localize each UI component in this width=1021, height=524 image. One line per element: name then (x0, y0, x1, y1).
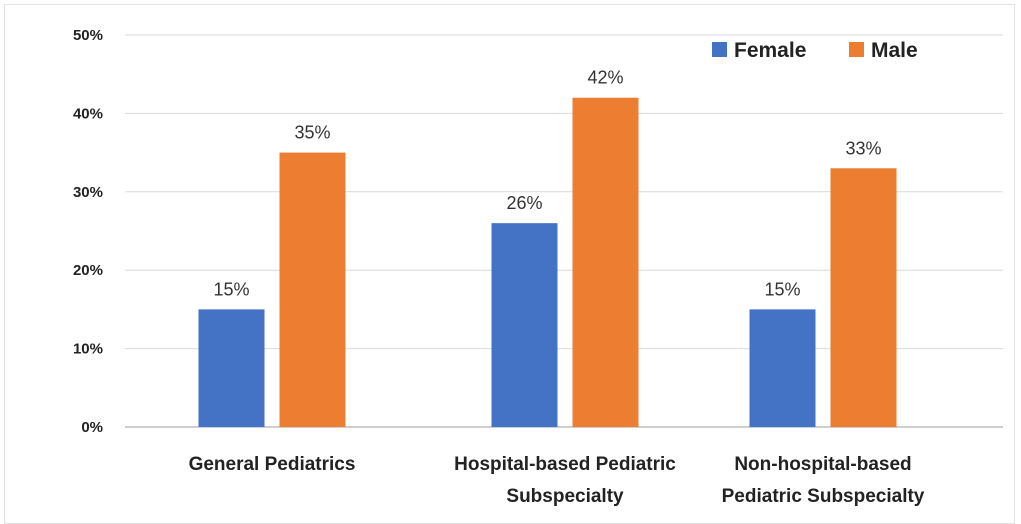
legend-swatch-male (849, 42, 864, 57)
legend: Female Male (712, 39, 918, 62)
y-tick-label: 20% (73, 262, 103, 279)
y-tick-label: 40% (73, 105, 103, 122)
x-category-label: Non-hospital-based Pediatric Subspecialty (722, 454, 925, 507)
bars (198, 97, 897, 427)
y-tick-label: 10% (73, 341, 103, 358)
bar-female-2 (749, 309, 816, 427)
data-label-male-1: 42% (587, 68, 623, 88)
bar-male-1 (572, 97, 639, 427)
bar-male-2 (830, 168, 897, 427)
y-tick-label: 30% (73, 184, 103, 201)
x-category-label: General Pediatrics (189, 454, 356, 475)
data-label-female-2: 15% (764, 279, 800, 299)
x-category-label: Hospital-based Pediatric Subspecialty (454, 454, 676, 507)
y-axis-ticks: 0% 10% 20% 30% 40% 50% (73, 27, 103, 436)
legend-label-female: Female (734, 39, 806, 62)
legend-swatch-female (712, 42, 727, 57)
data-label-male-0: 35% (294, 123, 330, 143)
y-tick-label: 50% (73, 27, 103, 44)
data-label-female-1: 26% (506, 193, 542, 213)
bar-female-0 (198, 309, 265, 427)
bar-female-1 (491, 223, 558, 427)
data-labels: 15% 26% 15% 35% 42% 33% (213, 68, 881, 300)
bar-male-0 (279, 152, 346, 427)
x-axis-categories: General Pediatrics Hospital-based Pediatr… (189, 454, 925, 507)
legend-label-male: Male (871, 39, 918, 62)
y-tick-label: 0% (81, 419, 103, 436)
data-label-male-2: 33% (845, 138, 881, 158)
data-label-female-0: 15% (213, 279, 249, 299)
